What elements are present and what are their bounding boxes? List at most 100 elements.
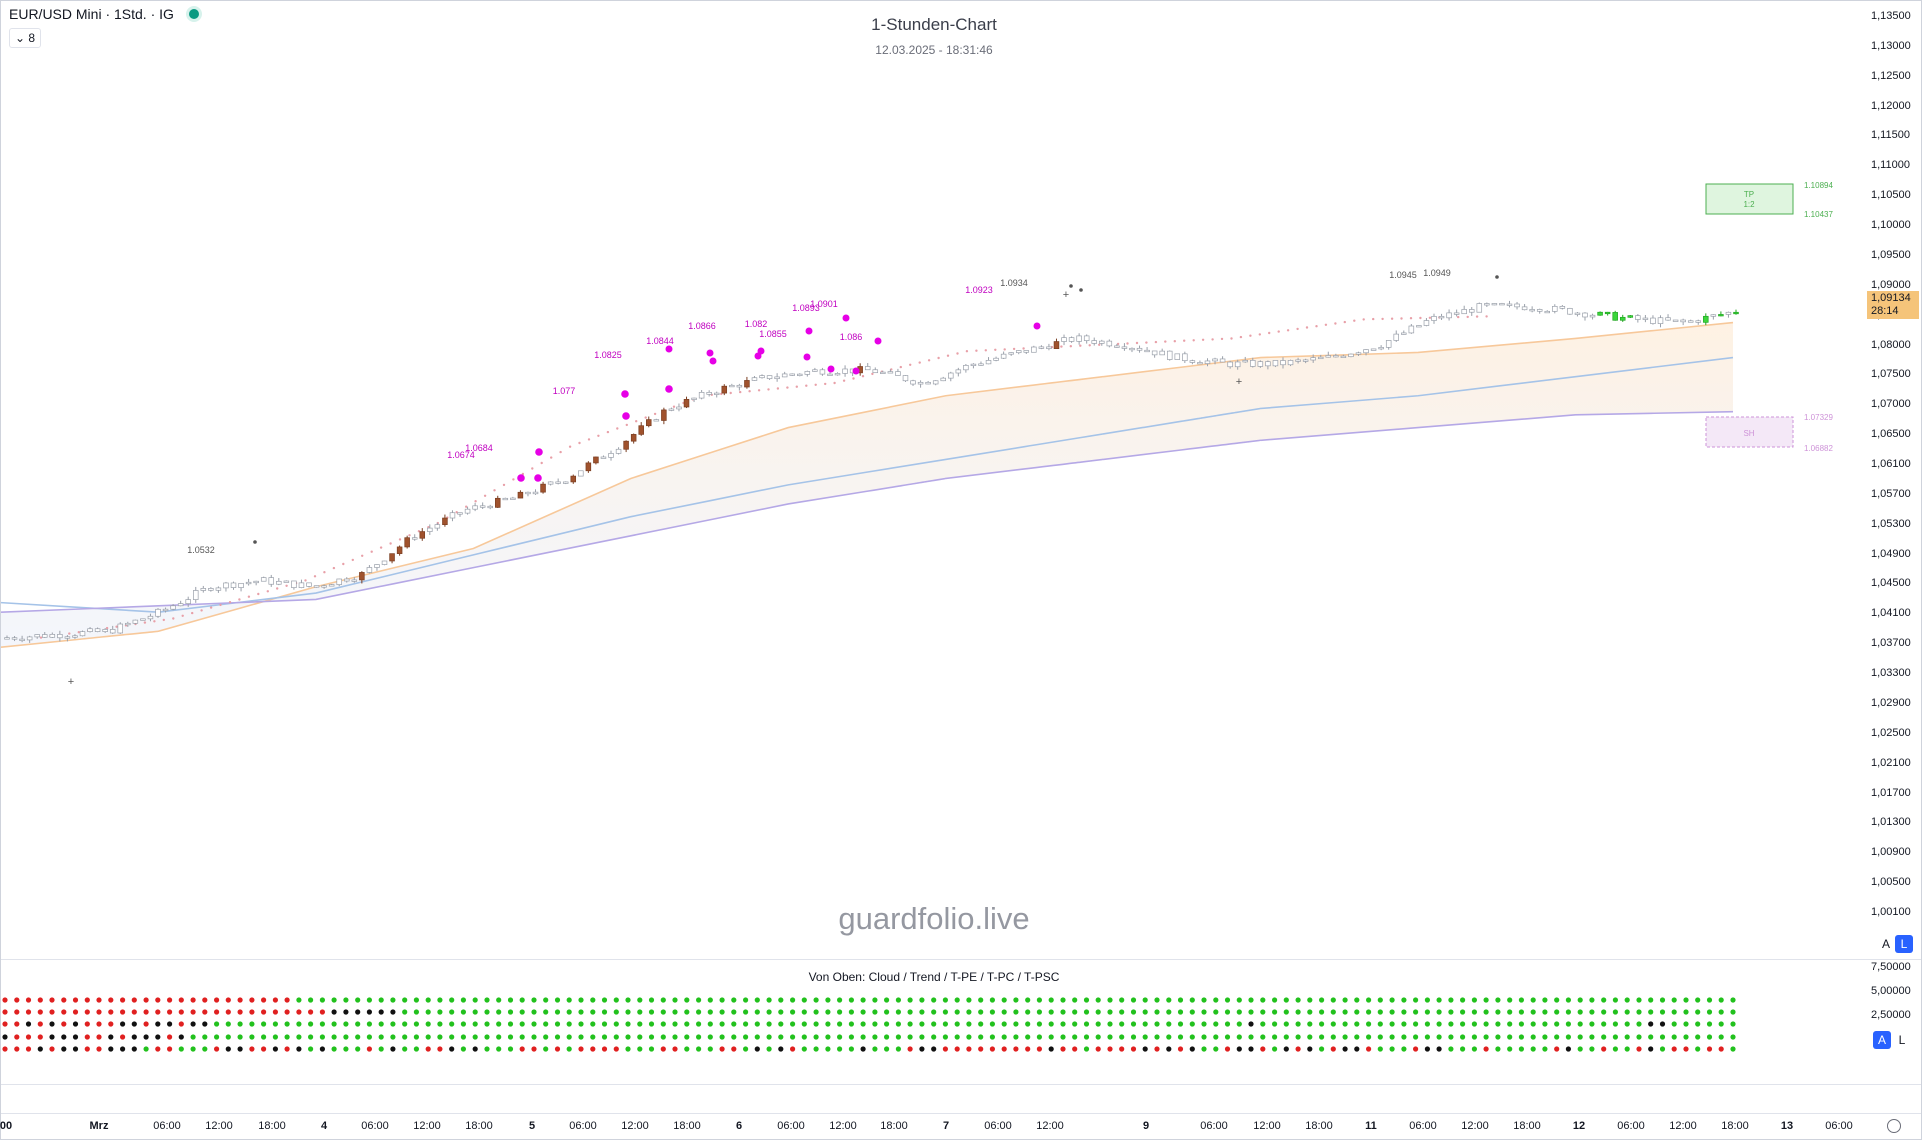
trailing-stop-dot (956, 352, 959, 355)
symbol-label[interactable]: EUR/USD Mini · 1Std. · IG (9, 6, 174, 22)
candle-body (1491, 303, 1498, 306)
signal-dot (1130, 1034, 1137, 1040)
signal-dot (590, 1046, 596, 1052)
signal-dot (1095, 1009, 1101, 1015)
signal-dot (25, 1046, 32, 1052)
signal-dot (1436, 1034, 1442, 1040)
signal-dot (989, 1021, 996, 1027)
signal-dot (155, 997, 161, 1003)
signal-dot (719, 1021, 725, 1027)
subpane-scale[interactable]: 7,50000 5,00000 2,50000 (1867, 959, 1921, 1084)
trailing-stop-dot (1060, 345, 1063, 348)
signal-marker (803, 353, 811, 361)
signal-dot (1366, 1034, 1372, 1040)
signal-dot (1377, 997, 1383, 1003)
signal-dot (131, 997, 137, 1003)
signal-dot (1565, 1021, 1571, 1027)
signal-dot (1142, 997, 1148, 1003)
signal-dot (413, 1009, 419, 1015)
time-axis[interactable]: 00 Mrz 06:00 12:00 18:00 4 06:00 12:00 18:00 5 06:… (0, 1113, 1867, 1139)
signal-dot (1648, 1046, 1654, 1052)
trailing-stop-dot (68, 632, 71, 635)
signal-dot (131, 1009, 137, 1015)
signal-dot (343, 1009, 349, 1015)
signal-dot (1671, 1021, 1677, 1027)
signal-dot (472, 1046, 478, 1052)
signal-dot (1048, 1046, 1054, 1052)
signal-dot (778, 1009, 784, 1015)
signal-marker (534, 474, 542, 482)
price-scale-label: 1,04100 (1871, 607, 1911, 620)
signal-dot (1342, 1046, 1348, 1052)
signal-dot (1177, 1009, 1184, 1015)
signal-dot (1636, 1046, 1642, 1052)
trailing-stop-dot (1173, 340, 1177, 343)
signal-dot (1260, 1021, 1266, 1027)
signal-dot (1636, 1021, 1642, 1027)
signal-dot-pane[interactable] (1, 959, 1867, 1084)
signal-dot (1518, 1009, 1524, 1015)
signal-dot (1624, 1034, 1630, 1040)
candle-body (1378, 347, 1384, 350)
candle-body (1695, 320, 1701, 323)
signal-dot (214, 1021, 220, 1027)
log-scale-button[interactable]: L (1895, 935, 1913, 953)
signal-dot (1706, 997, 1713, 1003)
candle-body (328, 584, 335, 587)
signal-dot (296, 1021, 302, 1027)
candle-body (200, 588, 207, 591)
signal-dot (837, 1034, 843, 1040)
candle-body (1431, 316, 1437, 321)
signal-dot (731, 1009, 737, 1015)
subpane-auto-button[interactable]: A (1873, 1031, 1891, 1049)
signal-dot (1072, 997, 1078, 1003)
signal-dot (272, 1034, 278, 1040)
signal-dot (731, 1021, 737, 1027)
trailing-stop-dot (842, 379, 846, 382)
signal-dot (707, 1034, 713, 1040)
signal-dot (1718, 1021, 1724, 1027)
settings-icon[interactable] (1887, 1119, 1901, 1133)
price-label: 1.0674 (447, 450, 475, 460)
signal-dot (1424, 1034, 1430, 1040)
signal-dot (190, 1009, 196, 1015)
candle-body (1340, 355, 1347, 358)
signal-dot (942, 1034, 949, 1040)
signal-dot (1413, 1021, 1419, 1027)
price-scale[interactable]: 1,13500 1,13000 1,12500 1,12000 1,11500 1,110… (1867, 1, 1921, 959)
signal-dot (378, 1009, 384, 1015)
signal-marker (1033, 322, 1041, 330)
signal-dot (1695, 1034, 1701, 1040)
candle-body (766, 375, 773, 380)
signal-dot (1107, 997, 1113, 1003)
pane-separator[interactable] (1, 959, 1921, 960)
auto-scale-button[interactable]: A (1881, 937, 1890, 951)
signal-dot (578, 1034, 584, 1040)
time-axis-label: 12:00 (621, 1120, 649, 1132)
signal-dot (743, 1046, 749, 1052)
signal-dot (296, 1034, 302, 1040)
signal-dot (1683, 1009, 1689, 1015)
signal-dot (1354, 1034, 1360, 1040)
time-axis-label: 12:00 (1461, 1120, 1489, 1132)
trailing-stop-dot (153, 620, 156, 623)
signal-dot (731, 1046, 737, 1052)
subpane-log-button[interactable]: L (1898, 1033, 1906, 1047)
candle-body (457, 512, 463, 515)
trailing-stop-dot (1286, 329, 1290, 332)
trailing-stop-dot (1230, 337, 1233, 340)
signal-marker (805, 327, 813, 335)
indicator-toggle-button[interactable]: ⌄ 8 (9, 28, 42, 48)
signal-dot (1366, 1009, 1372, 1015)
signal-dot (978, 997, 984, 1003)
candle-body (1272, 360, 1279, 367)
signal-dot (1342, 1021, 1348, 1027)
signal-dot (672, 1034, 678, 1040)
signal-dot (108, 1046, 114, 1052)
signal-dot (719, 1046, 725, 1052)
stop-loss-label: SH (1743, 429, 1754, 438)
signal-dot (1354, 1046, 1360, 1052)
signal-dot (837, 997, 843, 1003)
candle-body (1091, 340, 1097, 344)
